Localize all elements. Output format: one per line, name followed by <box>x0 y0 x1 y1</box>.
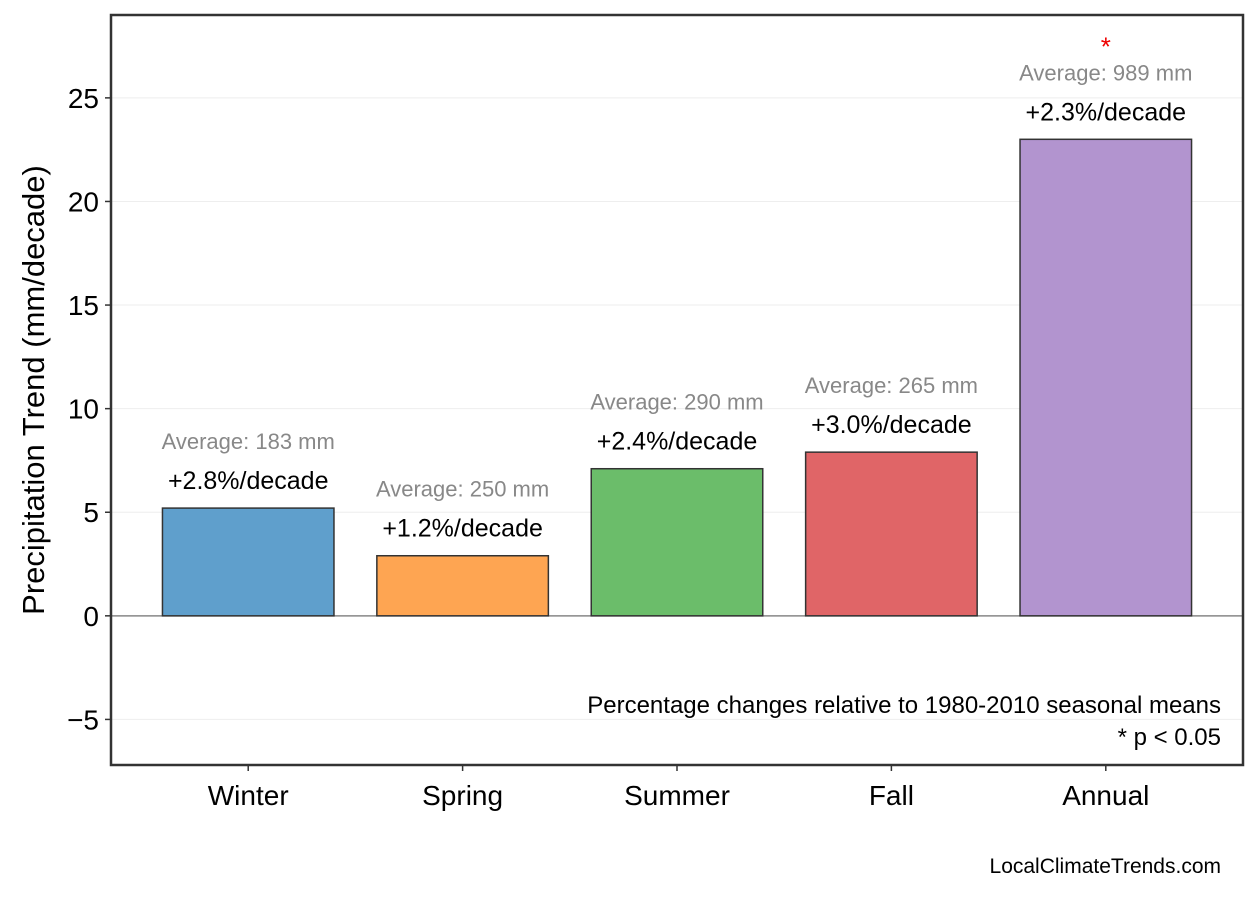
average-label: Average: 290 mm <box>590 390 763 415</box>
plot-frame <box>109 13 1245 767</box>
y-tick-label: 15 <box>68 290 99 321</box>
annotation-significance: * p < 0.05 <box>1118 724 1221 751</box>
bar-spring <box>376 554 550 617</box>
percent-label: +2.8%/decade <box>168 467 329 495</box>
percent-label: +1.2%/decade <box>382 515 543 543</box>
source-credit: LocalClimateTrends.com <box>990 855 1221 878</box>
x-tick-label: Winter <box>208 780 289 811</box>
average-label: Average: 265 mm <box>805 373 978 398</box>
x-tick-label: Summer <box>624 780 730 811</box>
significance-marker: * <box>1101 31 1111 61</box>
percent-label: +2.3%/decade <box>1026 98 1187 126</box>
percent-label: +2.4%/decade <box>597 428 758 456</box>
annotation-note: Percentage changes relative to 1980-2010… <box>587 692 1221 719</box>
average-label: Average: 183 mm <box>162 429 335 454</box>
y-tick-label: 20 <box>68 186 99 217</box>
bar-annual <box>1019 138 1193 617</box>
bar-fall <box>804 451 978 617</box>
y-tick-label: 0 <box>83 601 99 632</box>
average-label: Average: 989 mm <box>1019 60 1192 85</box>
y-tick-label: −5 <box>67 704 99 735</box>
y-axis-label: Precipitation Trend (mm/decade) <box>16 165 51 615</box>
x-tick-label: Spring <box>422 780 503 811</box>
y-tick-label: 25 <box>68 83 99 114</box>
x-tick-label: Fall <box>869 780 914 811</box>
percent-label: +3.0%/decade <box>811 411 972 439</box>
average-label: Average: 250 mm <box>376 477 549 502</box>
y-tick-label: 5 <box>83 497 99 528</box>
bar-summer <box>590 467 764 617</box>
bar-winter <box>161 507 335 617</box>
y-tick-label: 10 <box>68 394 99 425</box>
x-tick-label: Annual <box>1062 780 1149 811</box>
